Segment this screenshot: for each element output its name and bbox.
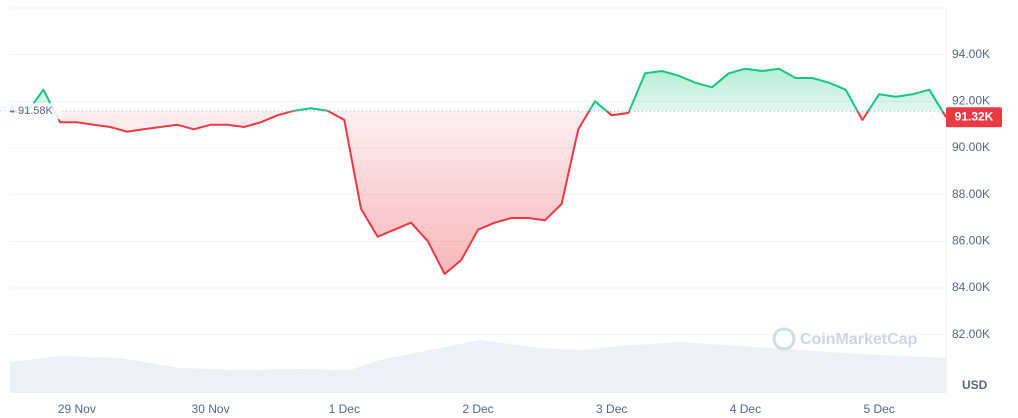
y-tick-label: 88.00K [952,187,990,201]
x-tick-label: 1 Dec [329,402,360,416]
x-tick-label: 5 Dec [863,402,894,416]
x-tick-label: 4 Dec [730,402,761,416]
y-tick-label: 94.00K [952,47,990,61]
baseline-label-bg [14,103,62,120]
x-tick-label: 3 Dec [596,402,627,416]
watermark: CoinMarketCap [772,327,918,351]
y-axis-unit: USD [962,378,988,392]
y-tick-label: 84.00K [952,280,990,294]
y-tick-label: 82.00K [952,327,990,341]
volume-area [10,340,946,393]
y-tick-label: 92.00K [952,94,990,108]
x-tick-label: 29 Nov [58,402,96,416]
watermark-logo [772,327,796,351]
x-tick-label: 2 Dec [462,402,493,416]
baseline-label: 91.58K [18,105,54,117]
x-tick-label: 30 Nov [192,402,230,416]
price-line [9,67,947,275]
y-tick-label: 86.00K [952,234,990,248]
price-area [10,68,946,274]
y-tick-label: 90.00K [952,140,990,154]
last-price-tag [946,107,1002,128]
last-price-label: 91.32K [955,109,994,123]
watermark-text: CoinMarketCap [800,331,918,348]
